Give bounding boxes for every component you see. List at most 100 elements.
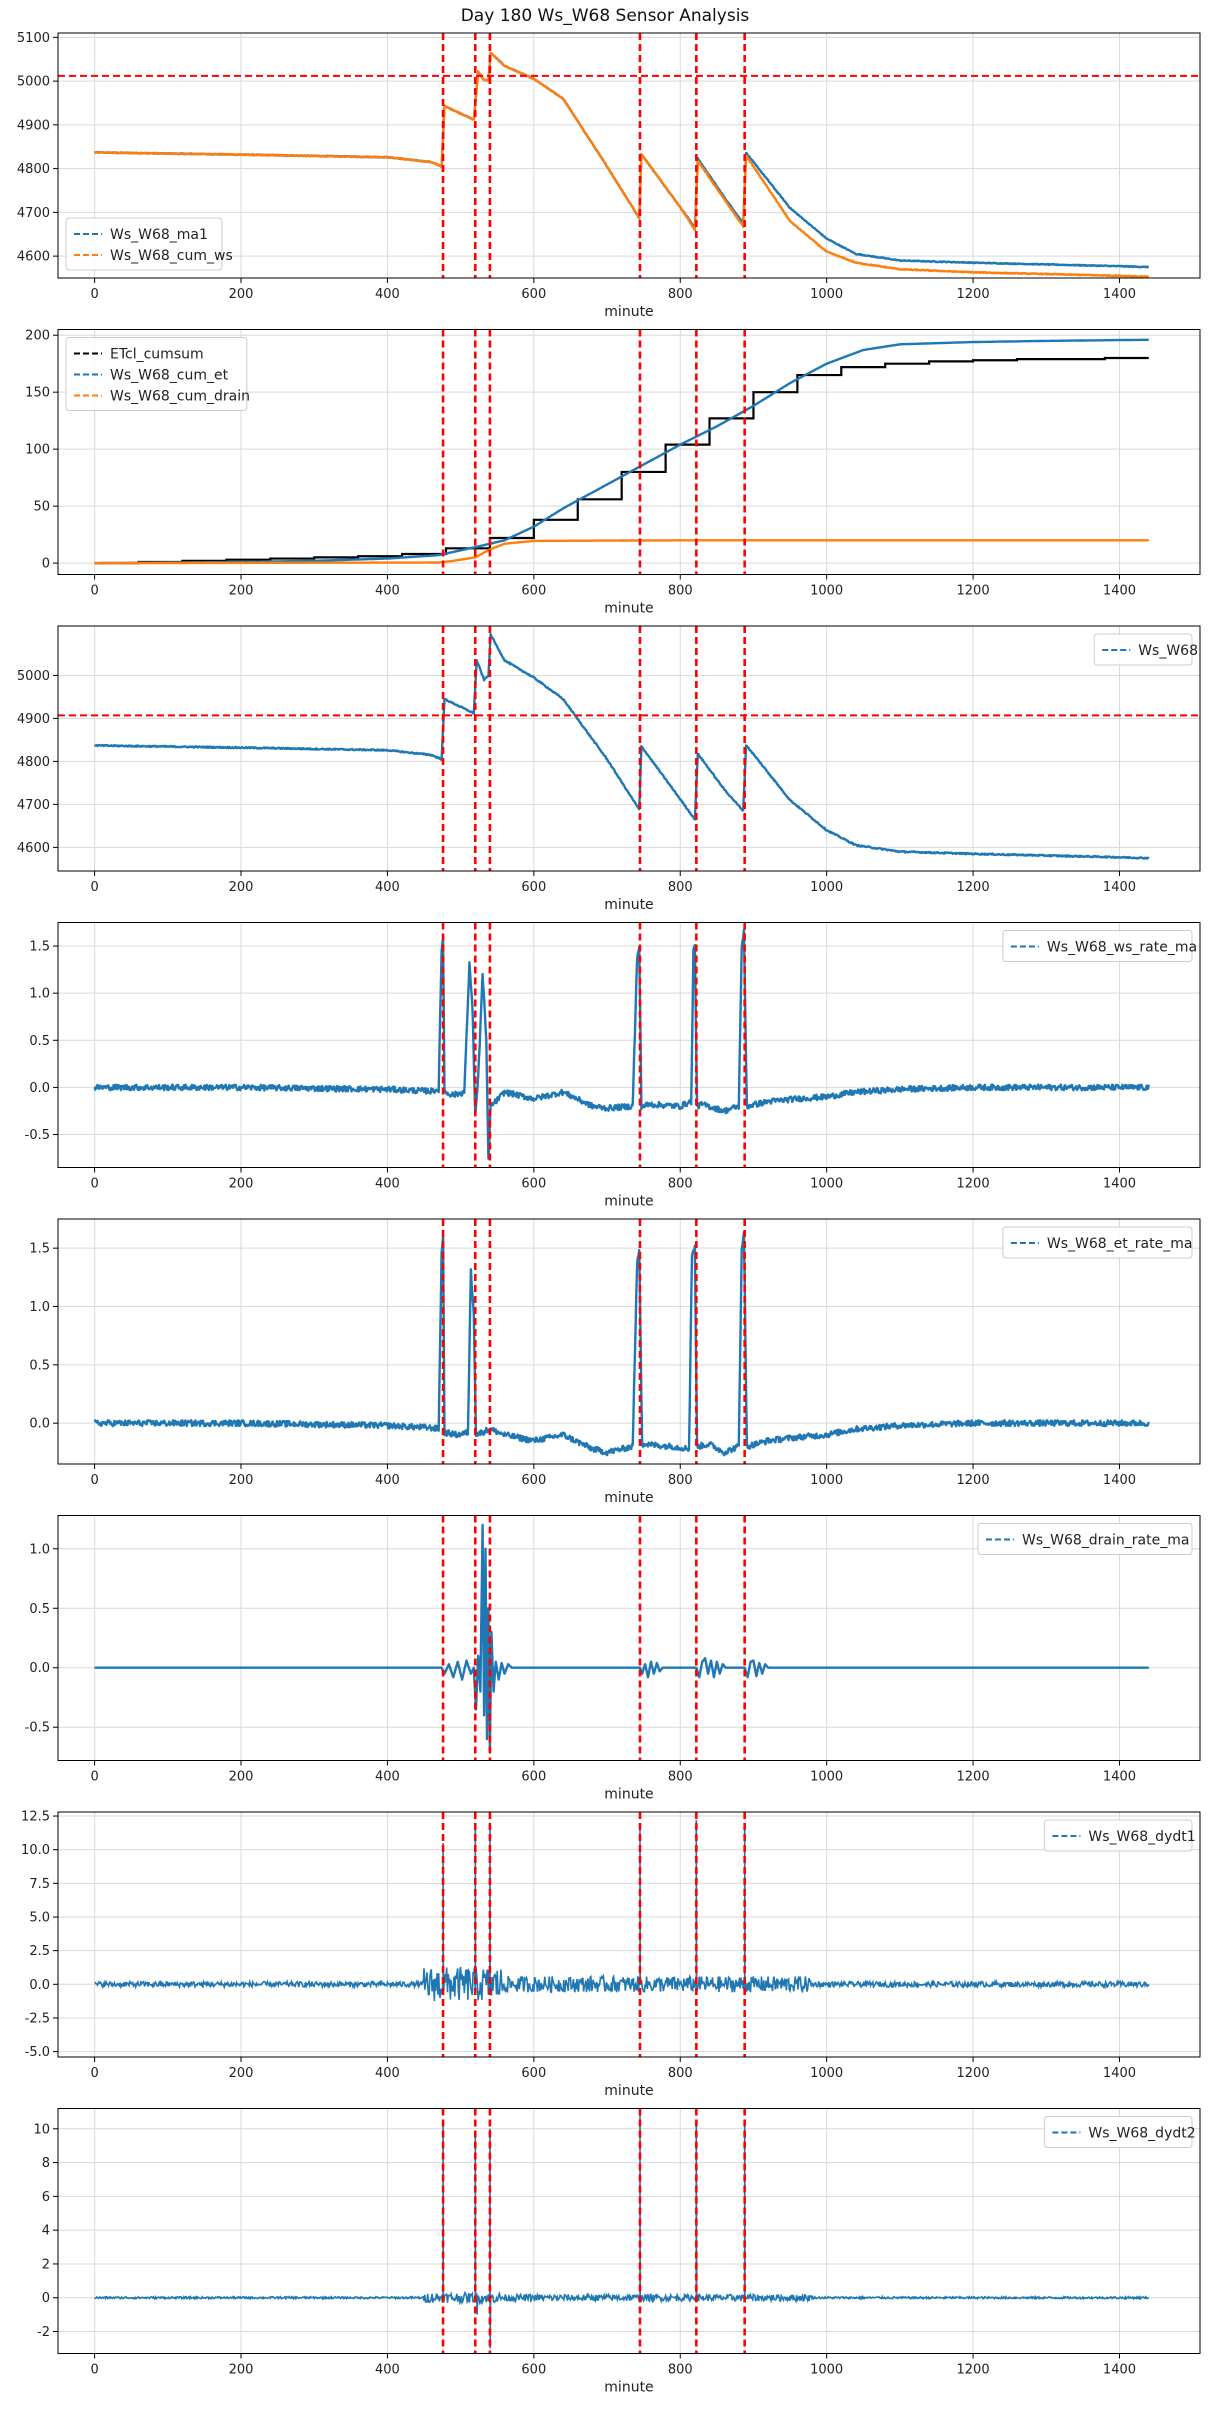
legend-label: Ws_W68_cum_ws xyxy=(110,248,233,264)
x-tick-label: 400 xyxy=(375,1473,400,1488)
y-tick-label: 1.0 xyxy=(29,987,50,1002)
axes-frame xyxy=(57,329,1201,575)
x-tick-label: 200 xyxy=(229,1177,254,1192)
x-tick-label: 1400 xyxy=(1103,584,1136,599)
subplot-5: 0 200 400 600 800 1000 1200 1400 0.0 0.5 1.0 1.5 min… xyxy=(29,1218,1201,1506)
x-tick-label: 600 xyxy=(521,1177,546,1192)
x-axis-label: minute xyxy=(604,601,653,617)
figure-title: Day 180 Ws_W68 Sensor Analysis xyxy=(461,6,750,26)
x-axis-label: minute xyxy=(604,2380,653,2396)
y-tick-label: 1.0 xyxy=(29,1300,50,1315)
legend-label: Ws_W68_drain_rate_ma xyxy=(1022,1533,1189,1549)
x-tick-label: 1000 xyxy=(810,880,843,895)
y-tick-label: 4800 xyxy=(17,755,50,770)
y-tick-label: 0.5 xyxy=(29,1034,50,1049)
x-tick-label: 1200 xyxy=(957,2363,990,2378)
legend-label: Ws_W68_cum_drain xyxy=(110,389,250,405)
legend-label: Ws_W68_cum_et xyxy=(110,368,229,384)
y-tick-label: 8 xyxy=(42,2156,50,2171)
y-tick-label: 10.0 xyxy=(21,1843,50,1858)
x-tick-label: 200 xyxy=(229,1473,254,1488)
y-tick-label: 5.0 xyxy=(29,1911,50,1926)
x-tick-label: 800 xyxy=(668,2363,693,2378)
series-line-Ws_W68_cum_drain xyxy=(94,539,1150,565)
x-tick-label: 0 xyxy=(90,1177,98,1192)
legend: Ws_W68_dydt1 xyxy=(1043,1819,1196,1852)
y-tick-label: -5.0 xyxy=(25,2045,50,2060)
y-tick-label: 0.5 xyxy=(29,1358,50,1373)
y-tick-label: -0.5 xyxy=(25,1721,50,1736)
x-tick-label: 400 xyxy=(375,287,400,302)
y-tick-label: 7.5 xyxy=(29,1877,50,1892)
x-tick-label: 1200 xyxy=(957,287,990,302)
x-tick-label: 400 xyxy=(375,880,400,895)
y-tick-label: 4600 xyxy=(17,250,50,265)
x-tick-label: 1400 xyxy=(1103,287,1136,302)
y-tick-label: 1.5 xyxy=(29,1242,50,1257)
subplot-4: 0 200 400 600 800 1000 1200 1400 -0.5 0.0 0.5 1.0 1.… xyxy=(25,922,1201,1210)
plot-area xyxy=(94,2108,1150,2354)
legend: ETcl_cumsum Ws_W68_cum_et Ws_W68_cum_drain xyxy=(65,337,250,411)
series-line-Ws_W68_et_rate_ma xyxy=(93,1231,1150,1457)
x-tick-label: 600 xyxy=(521,2066,546,2081)
x-tick-label: 400 xyxy=(375,584,400,599)
legend-label: Ws_W68_dydt2 xyxy=(1088,2126,1195,2142)
x-tick-label: 0 xyxy=(90,1770,98,1785)
x-tick-label: 1400 xyxy=(1103,2363,1136,2378)
plot-area xyxy=(94,1812,1150,2057)
x-tick-label: 1000 xyxy=(810,2363,843,2378)
y-tick-label: 5000 xyxy=(17,75,50,90)
y-tick-label: 0.0 xyxy=(29,1661,50,1676)
x-axis-label: minute xyxy=(604,1194,653,1210)
subplot-7: 0 200 400 600 800 1000 1200 1400 -5.0 -2.5 0.0 2.5 5… xyxy=(21,1810,1201,2099)
legend-box xyxy=(977,1523,1193,1555)
x-tick-label: 800 xyxy=(668,287,693,302)
y-tick-label: 150 xyxy=(25,386,50,401)
x-tick-label: 1000 xyxy=(810,2066,843,2081)
legend-label: Ws_W68_ma1 xyxy=(110,227,208,243)
y-tick-label: 6 xyxy=(42,2190,50,2205)
x-tick-label: 400 xyxy=(375,2363,400,2378)
legend-label: Ws_W68 xyxy=(1138,643,1198,659)
legend: Ws_W68_et_rate_ma xyxy=(1002,1226,1193,1259)
x-tick-label: 800 xyxy=(668,2066,693,2081)
legend-box xyxy=(1002,1226,1193,1259)
y-tick-label: 4700 xyxy=(17,206,50,221)
series-line-Ws_W68_drain_rate_ma xyxy=(94,1523,1150,1753)
y-tick-label: 1.0 xyxy=(29,1542,50,1557)
x-tick-label: 1000 xyxy=(810,1473,843,1488)
x-tick-label: 1400 xyxy=(1103,880,1136,895)
axes-frame xyxy=(57,32,1201,279)
legend-box xyxy=(1093,633,1193,666)
y-tick-label: 5100 xyxy=(17,31,50,46)
series-line-Ws_W68_ws_rate_ma xyxy=(93,928,1150,1160)
x-tick-label: 600 xyxy=(521,1770,546,1785)
x-tick-label: 400 xyxy=(375,1770,400,1785)
x-tick-label: 0 xyxy=(90,2066,98,2081)
legend-box xyxy=(1043,1819,1193,1852)
x-tick-label: 400 xyxy=(375,2066,400,2081)
x-tick-label: 400 xyxy=(375,1177,400,1192)
y-tick-label: 0 xyxy=(42,2291,50,2306)
x-tick-label: 1200 xyxy=(957,2066,990,2081)
x-tick-label: 0 xyxy=(90,584,98,599)
legend: Ws_W68_drain_rate_ma xyxy=(977,1523,1193,1555)
plot-area xyxy=(94,329,1150,575)
x-tick-label: 1400 xyxy=(1103,1770,1136,1785)
axes-frame xyxy=(57,1218,1201,1465)
x-axis-label: minute xyxy=(604,1490,653,1506)
x-tick-label: 1000 xyxy=(810,1770,843,1785)
y-tick-label: 4900 xyxy=(17,118,50,133)
series-line-ETcl_cumsum xyxy=(94,356,1149,565)
x-tick-label: 600 xyxy=(521,880,546,895)
y-tick-label: 4600 xyxy=(17,841,50,856)
y-tick-label: 2 xyxy=(42,2257,50,2272)
y-tick-label: 1.5 xyxy=(29,940,50,955)
x-tick-label: 0 xyxy=(90,880,98,895)
subplot-2: 0 200 400 600 800 1000 1200 1400 0 50 100 150 200 min… xyxy=(25,329,1201,617)
y-tick-label: 0.0 xyxy=(29,1978,50,1993)
y-tick-label: 2.5 xyxy=(29,1944,50,1959)
y-tick-label: 0 xyxy=(42,557,50,572)
x-tick-label: 1400 xyxy=(1103,1177,1136,1192)
